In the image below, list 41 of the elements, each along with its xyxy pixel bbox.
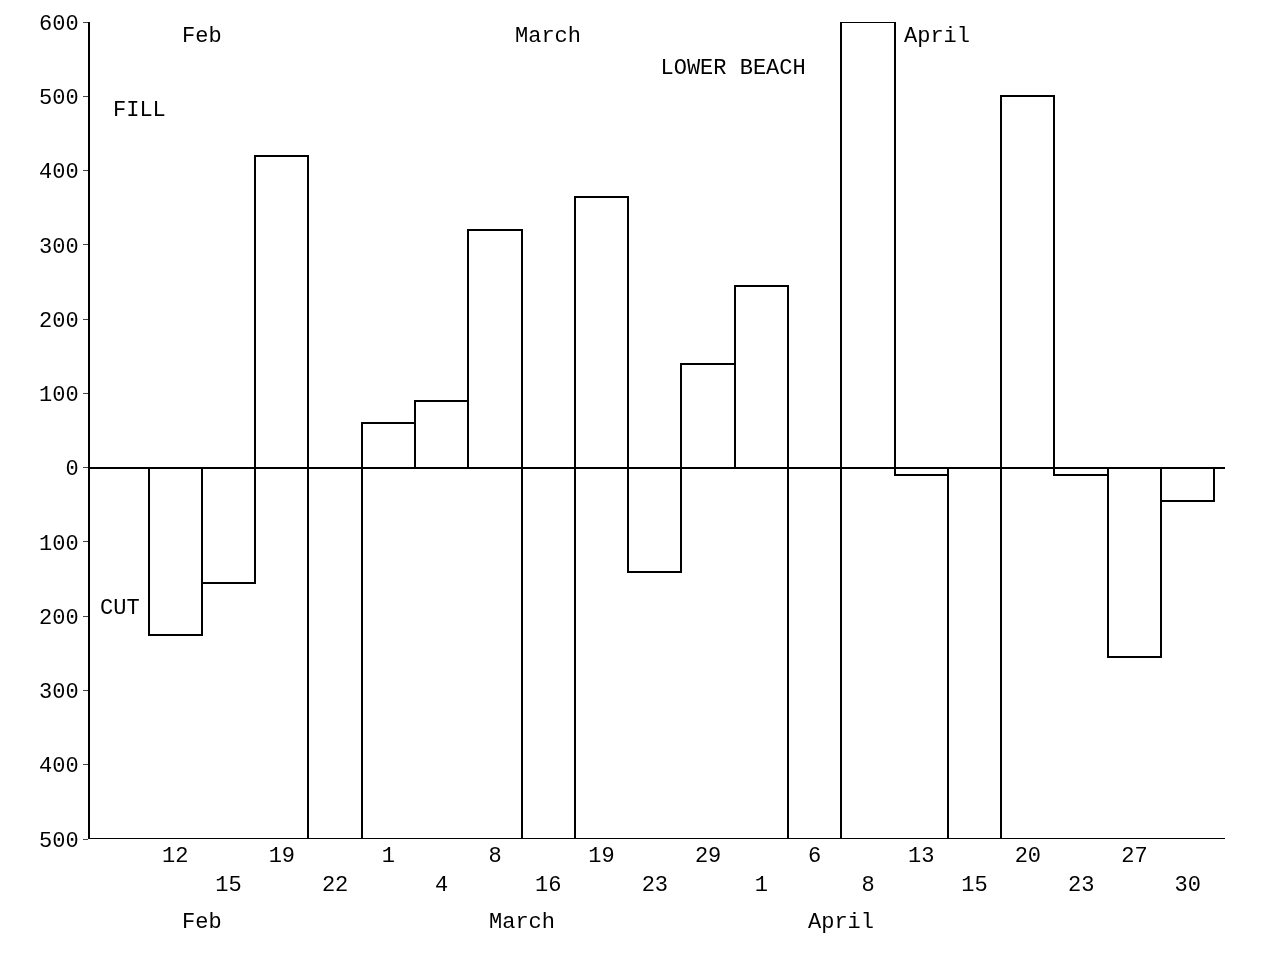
x-tick-label: 19	[268, 844, 296, 869]
x-tick-label: 6	[808, 844, 822, 869]
text: April	[808, 910, 875, 935]
y-tick-label: 300	[38, 680, 79, 706]
y-tick-label: 400	[38, 160, 79, 186]
x-tick-label: 8	[861, 872, 875, 898]
x-tick-label: 13	[908, 844, 935, 869]
y-tick-label: 500	[38, 828, 79, 854]
x-tick-label: 8	[488, 844, 502, 869]
y-tick-label: 200	[38, 308, 79, 334]
text: CUT	[100, 596, 140, 621]
y-tick-label: 0	[65, 457, 79, 483]
x-tick-label: 15	[215, 872, 242, 898]
y-tick-label: 200	[38, 605, 79, 631]
y-tick-label: 600	[38, 11, 79, 37]
y-tick-label: 400	[38, 754, 79, 780]
annotation: FILL	[113, 98, 166, 123]
annotation: Feb	[182, 24, 222, 49]
x-tick-label: 27	[1121, 844, 1148, 869]
y-tick-label: 100	[38, 531, 79, 557]
x-tick-label: 30	[1174, 872, 1201, 898]
x-tick-label: 19	[588, 844, 615, 869]
text: March	[489, 910, 556, 935]
annotation: April	[904, 24, 971, 49]
text: LOWER BEACH	[660, 56, 806, 82]
x-tick-label: 1	[381, 844, 395, 869]
x-tick-label: 15	[961, 872, 988, 898]
x-tick-label: 20	[1014, 844, 1042, 869]
x-tick-label: 4	[435, 872, 449, 898]
y-tick-label: 300	[38, 234, 79, 260]
x-tick-label: 29	[694, 844, 722, 869]
x-tick-label: 23	[1067, 872, 1095, 898]
annotation: March	[515, 24, 582, 49]
x-tick-label: 22	[321, 872, 349, 898]
x-tick-label: 16	[535, 872, 562, 898]
y-tick-label: 100	[38, 383, 79, 409]
x-tick-label: 1	[754, 872, 769, 898]
y-tick-label: 500	[38, 85, 79, 111]
text: Feb	[182, 910, 222, 935]
x-tick-label: 23	[641, 872, 669, 898]
x-tick-label: 12	[162, 844, 189, 869]
